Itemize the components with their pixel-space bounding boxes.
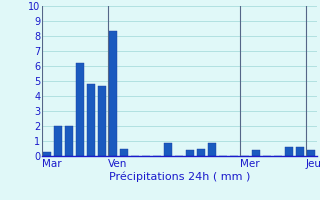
Bar (296, 147, 304, 156)
Bar (308, 150, 315, 156)
Bar (76, 63, 84, 156)
Bar (98, 86, 106, 156)
Bar (197, 148, 205, 156)
Bar (120, 148, 128, 156)
Bar (186, 150, 194, 156)
Bar (87, 84, 95, 156)
Bar (285, 147, 293, 156)
X-axis label: Précipitations 24h ( mm ): Précipitations 24h ( mm ) (108, 172, 250, 182)
Bar (164, 142, 172, 156)
Bar (109, 31, 117, 156)
Bar (208, 142, 216, 156)
Bar (252, 150, 260, 156)
Bar (43, 152, 51, 156)
Bar (54, 126, 62, 156)
Bar (65, 126, 73, 156)
